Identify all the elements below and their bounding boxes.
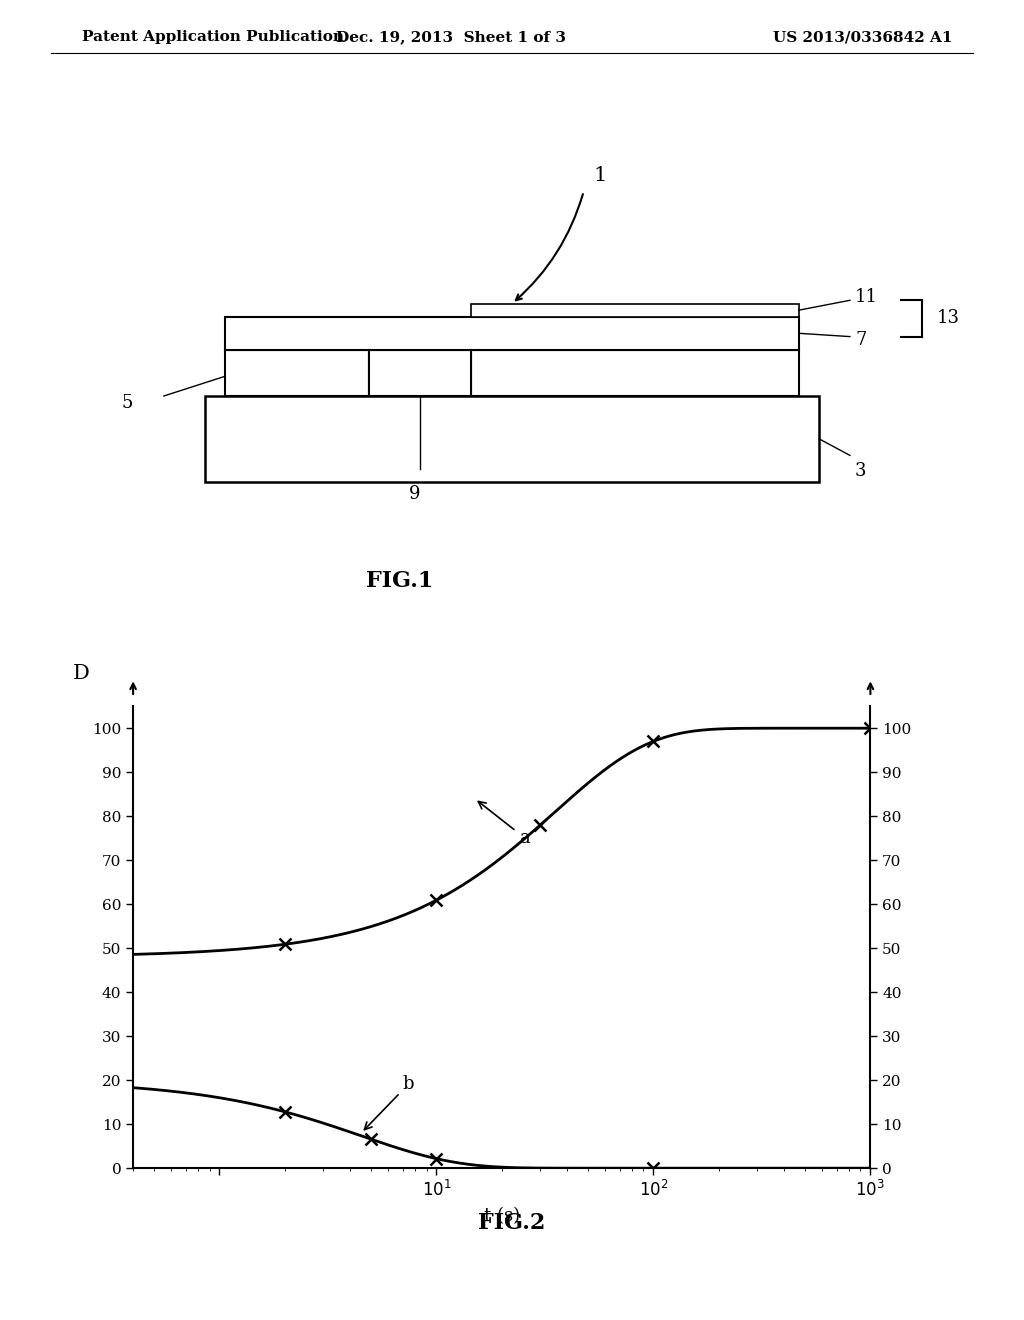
Bar bbox=[225, 317, 799, 350]
Text: 1: 1 bbox=[594, 166, 607, 185]
Text: 9: 9 bbox=[409, 484, 421, 503]
Text: D: D bbox=[73, 664, 90, 684]
Bar bbox=[471, 350, 799, 396]
Polygon shape bbox=[369, 350, 471, 396]
Bar bbox=[471, 304, 799, 317]
Text: b: b bbox=[365, 1074, 415, 1130]
Bar bbox=[225, 317, 799, 350]
Text: FIG.2: FIG.2 bbox=[478, 1212, 546, 1234]
Bar bbox=[225, 350, 369, 396]
Text: Patent Application Publication: Patent Application Publication bbox=[82, 30, 344, 45]
Text: 3: 3 bbox=[855, 462, 866, 480]
Bar bbox=[471, 350, 799, 396]
Text: US 2013/0336842 A1: US 2013/0336842 A1 bbox=[773, 30, 952, 45]
Bar bbox=[205, 396, 819, 482]
Text: 13: 13 bbox=[937, 309, 959, 327]
X-axis label: t (s): t (s) bbox=[483, 1206, 520, 1225]
Text: FIG.1: FIG.1 bbox=[366, 570, 433, 591]
Bar bbox=[225, 350, 369, 396]
Text: 11: 11 bbox=[855, 288, 878, 306]
Text: a: a bbox=[478, 801, 529, 846]
Text: Dec. 19, 2013  Sheet 1 of 3: Dec. 19, 2013 Sheet 1 of 3 bbox=[336, 30, 565, 45]
Text: 7: 7 bbox=[855, 331, 866, 348]
Text: 5: 5 bbox=[122, 393, 133, 412]
